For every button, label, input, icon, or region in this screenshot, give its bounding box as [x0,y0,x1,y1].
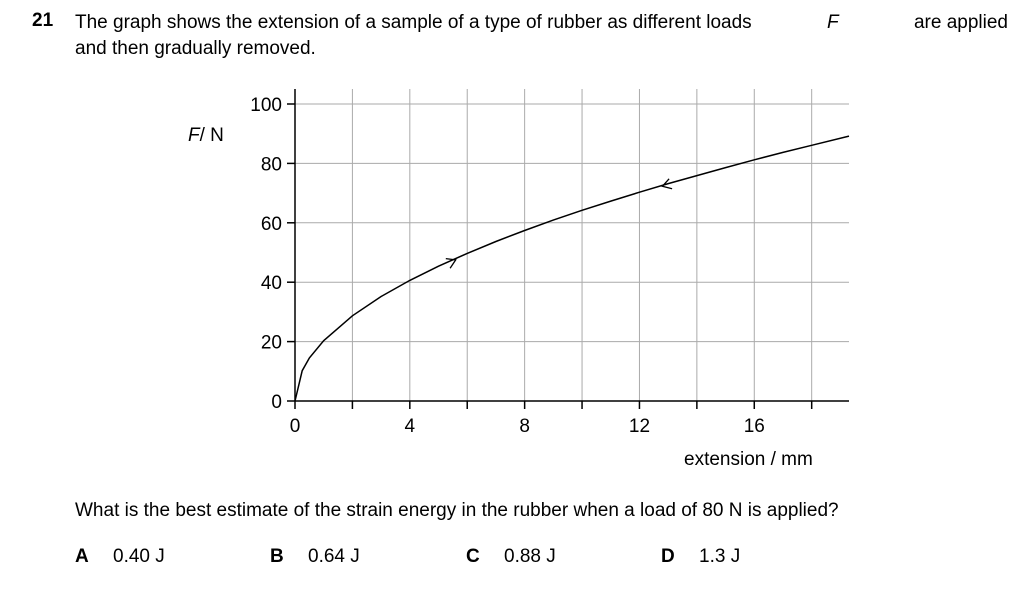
option-b-letter: B [270,546,284,567]
x-tick-labels: 0 4 8 12 16 [290,416,765,437]
y-tick-label: 80 [261,154,282,175]
x-tick-label: 8 [519,416,530,437]
load-extension-curve [294,135,850,402]
question-text-part2: are applied [913,12,1008,33]
y-axis-label-var: F [188,125,200,146]
y-tick-label: 60 [261,214,282,235]
y-tick-label: 40 [261,273,282,294]
loading-arrow [445,257,457,269]
question-prompt: What is the best estimate of the strain … [75,500,839,521]
x-tick-label: 12 [629,416,650,437]
question-line-1: The graph shows the extension of a sampl… [75,10,1008,36]
question-number: 21 [32,10,54,31]
option-a-value: 0.40 J [113,546,165,567]
y-tick-label: 20 [261,333,282,354]
option-d[interactable]: D 1.3 J [661,546,740,568]
option-b-value: 0.64 J [308,546,360,567]
data-curves [294,135,850,402]
option-c-letter: C [466,546,480,567]
grid-lines [295,89,849,401]
x-tick-label: 0 [290,416,301,437]
option-d-letter: D [661,546,675,567]
direction-arrows [445,178,673,269]
option-b[interactable]: B 0.64 J [270,546,360,568]
x-tick-label: 4 [405,416,416,437]
x-axis-label: extension / mm [684,449,813,470]
y-axis-label: F/ N [188,125,224,147]
option-c[interactable]: C 0.88 J [466,546,556,568]
question-text-part1: The graph shows the extension of a sampl… [75,12,752,33]
question-text-variable: F [827,12,839,33]
y-axis-label-unit: / N [199,125,224,146]
option-a-letter: A [75,546,89,567]
question-line-2: and then gradually removed. [75,38,316,59]
x-tick-label: 16 [744,416,765,437]
y-tick-labels: 0 20 40 60 80 100 [250,95,282,413]
y-tick-label: 0 [271,392,282,413]
option-d-value: 1.3 J [699,546,741,567]
option-c-value: 0.88 J [504,546,556,567]
unloading-arrow [661,178,673,190]
axes [287,89,849,409]
y-tick-label: 100 [250,95,282,116]
option-a[interactable]: A 0.40 J [75,546,165,568]
question-text: The graph shows the extension of a sampl… [75,10,1015,62]
